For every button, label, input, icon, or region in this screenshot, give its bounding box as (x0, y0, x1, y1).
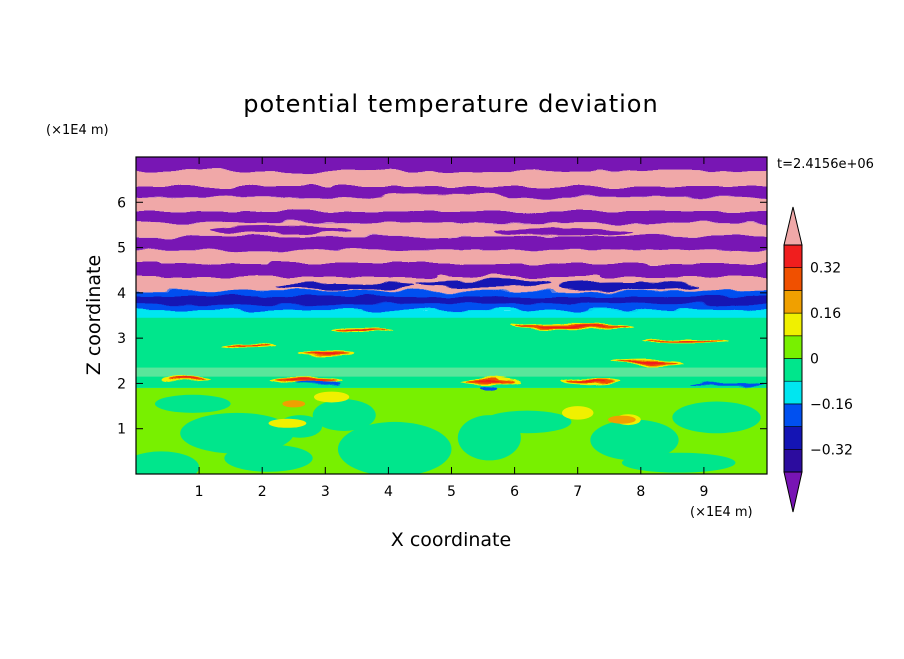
time-label: t=2.4156e+06 (777, 157, 874, 172)
x-tick-label: 3 (321, 484, 330, 500)
hot-streak (236, 346, 263, 348)
cold-streak (691, 382, 767, 386)
upper-layer-band (136, 211, 767, 223)
upper-filament (274, 282, 414, 290)
y-tick-label: 5 (117, 241, 126, 257)
x-axis-label: X coordinate (391, 529, 511, 551)
colorbar-swatch (783, 380, 803, 405)
cold-streak (479, 385, 499, 391)
x-tick-label: 6 (510, 484, 519, 500)
upper-filament (369, 194, 509, 202)
y-tick-label: 6 (117, 195, 126, 211)
hot-streak (628, 362, 667, 364)
contour-field (136, 157, 767, 474)
x-tick-label: 1 (195, 484, 204, 500)
colorbar-swatch (783, 448, 803, 473)
cyan-band (136, 310, 767, 318)
colorbar-swatch (783, 426, 803, 450)
upper-layer-band (136, 170, 767, 187)
upper-layer-band (136, 197, 767, 212)
colorbar-tick-label: 0 (810, 352, 819, 368)
upper-layer-band (136, 236, 767, 250)
colorbar-tick-label: −0.16 (810, 397, 853, 413)
weak-zero-patch (224, 444, 313, 472)
colorbar-tick-label: −0.32 (810, 442, 853, 458)
middle-layer-band (136, 313, 767, 388)
x-tick-label: 4 (384, 484, 393, 500)
x-tick-label: 5 (447, 484, 456, 500)
colorbar-tick-label: 0.32 (810, 261, 841, 277)
warm-core (282, 400, 306, 408)
upper-filament (136, 277, 269, 286)
deep-cold-band (136, 296, 767, 305)
weak-zero-patch (136, 451, 200, 474)
weak-zero-patch (312, 399, 376, 431)
colorbar-swatch (783, 267, 803, 291)
hot-streak (575, 380, 606, 382)
x-tick-label: 9 (699, 484, 708, 500)
colorbar-swatch (783, 358, 803, 382)
hot-streak (175, 378, 198, 380)
colorbar-swatch (783, 335, 803, 359)
weak-zero-patch (590, 419, 679, 461)
weak-zero-patch (621, 452, 736, 473)
y-axis-unit: (×1E4 m) (46, 123, 109, 138)
colorbar-under-triangle (783, 471, 803, 513)
upper-layer-band (136, 186, 767, 198)
colorbar-swatch (783, 312, 803, 337)
hot-streak (662, 339, 708, 342)
middle-layer-stripe (136, 367, 767, 377)
x-tick-label: 2 (258, 484, 267, 500)
x-axis: 1 2 3 4 5 6 7 8 9 (195, 157, 708, 500)
y-axis: 1 2 3 4 5 6 (117, 195, 767, 438)
colorbar-frame (783, 244, 803, 473)
colorbar-tick-label: 0.16 (810, 306, 841, 322)
weak-zero-patch (672, 401, 761, 434)
warm-patch (561, 406, 594, 420)
upper-filament (495, 228, 635, 236)
contour-bands (136, 310, 767, 474)
y-axis-label: Z coordinate (83, 255, 105, 375)
upper-layer-band (136, 249, 767, 264)
cold-streak (296, 382, 342, 386)
warm-core (607, 415, 636, 424)
upper-filament (558, 282, 698, 290)
weak-zero-patch (180, 412, 294, 454)
weak-zero-patch (337, 421, 452, 474)
hot-streak (312, 353, 339, 355)
x-tick-label: 8 (636, 484, 645, 500)
chart-title: potential temperature deviation (243, 90, 658, 118)
warm-patch (313, 391, 350, 403)
y-tick-label: 4 (117, 286, 126, 302)
cold-edge-band (136, 310, 767, 314)
upper-filament (413, 280, 553, 288)
hot-streak (474, 380, 505, 382)
colorbar: 0.32 0.16 0 −0.16 −0.32 (783, 206, 853, 513)
colorbar-over-triangle (783, 206, 803, 246)
colorbar-swatch (783, 244, 803, 269)
x-tick-label: 7 (573, 484, 582, 500)
colorbar-swatch (783, 290, 803, 314)
hot-streak (348, 328, 379, 330)
hot-streak (537, 325, 606, 328)
upper-layer-band (136, 263, 767, 278)
y-tick-label: 1 (117, 422, 126, 438)
weak-zero-patch (154, 394, 231, 413)
x-axis-unit: (×1E4 m) (690, 505, 753, 520)
colorbar-swatch (783, 403, 803, 427)
warm-patch (268, 418, 307, 428)
weak-zero-patch (483, 410, 572, 434)
y-tick-label: 2 (117, 376, 126, 392)
upper-filament (211, 225, 351, 234)
hot-streak (287, 380, 326, 383)
y-tick-label: 3 (117, 331, 126, 347)
contour-filaments (136, 157, 767, 391)
